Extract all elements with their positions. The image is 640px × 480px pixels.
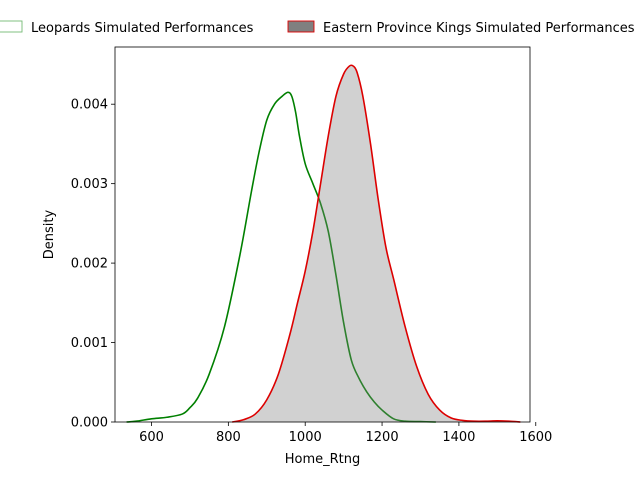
x-tick-label-1: 800 [216,430,241,445]
legend-swatch-1 [287,20,315,33]
y-tick-label-3: 0.003 [71,177,108,192]
plot-area [126,64,521,423]
x-tick-label-0: 600 [139,430,164,445]
y-tick-label-1: 0.001 [71,336,108,351]
series-line-1 [232,64,521,423]
y-tick-label-0: 0.000 [71,416,108,431]
series-line-0 [126,91,436,423]
x-tick-label-3: 1200 [366,430,399,445]
legend-swatch-0 [0,20,23,33]
y-tick-label-2: 0.002 [71,257,108,272]
axes-frame [114,46,531,423]
y-tick-label-4: 0.004 [71,98,108,113]
axes: 600 800 1000 1200 1400 1600 0.000 0.001 0.002 0.0… [42,46,552,467]
x-tick-label-4: 1400 [442,430,475,445]
y-axis-label: Density [42,209,57,259]
x-tick-label-2: 1000 [289,430,322,445]
legend-label-0: Leopards Simulated Performances [31,21,254,36]
legend: Leopards Simulated Performances Eastern P… [0,20,635,36]
x-axis-label: Home_Rtng [285,452,361,467]
x-tick-label-5: 1600 [519,430,552,445]
legend-label-1: Eastern Province Kings Simulated Perform… [323,21,635,36]
series-fill-1 [232,65,521,423]
